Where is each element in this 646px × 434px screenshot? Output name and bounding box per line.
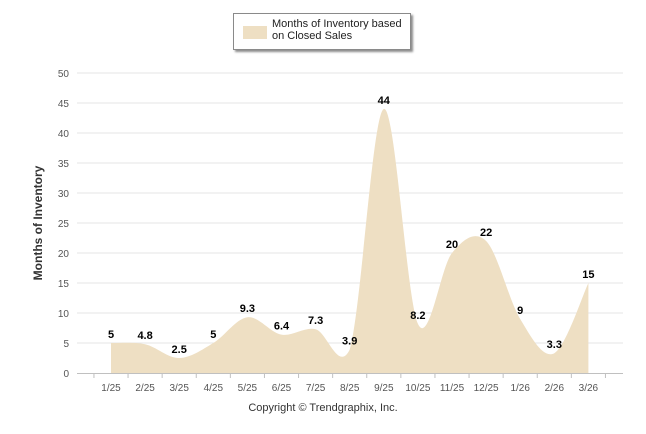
- legend-swatch: [243, 26, 267, 39]
- axes: [77, 373, 623, 378]
- x-tick-label: 3/26: [579, 383, 599, 394]
- data-label: 9.3: [240, 303, 255, 315]
- x-tick-label: 9/25: [374, 383, 394, 394]
- y-tick-label: 5: [63, 339, 69, 350]
- data-label: 7.3: [308, 315, 323, 327]
- y-tick-label: 50: [58, 69, 70, 80]
- copyright-text: Copyright © Trendgraphix, Inc.: [248, 402, 398, 414]
- data-label: 5: [210, 329, 216, 341]
- data-label: 22: [480, 227, 492, 239]
- x-tick-label: 3/25: [169, 383, 189, 394]
- data-label: 5: [108, 329, 114, 341]
- data-label: 44: [378, 95, 391, 107]
- data-label: 2.5: [172, 344, 187, 356]
- x-tick-label: 2/26: [545, 383, 565, 394]
- data-label: 3.9: [342, 336, 357, 348]
- legend[interactable]: Months of Inventory based on Closed Sale…: [233, 13, 411, 50]
- x-tick-label: 6/25: [272, 383, 292, 394]
- x-tick-label: 10/25: [405, 383, 430, 394]
- data-label: 15: [582, 269, 594, 281]
- y-tick-label: 10: [58, 309, 70, 320]
- y-tick-label: 35: [58, 159, 70, 170]
- x-tick-labels: 1/25 2/25 3/25 4/25 5/25 6/25 7/25 8/25 9/25 10/2…: [101, 383, 598, 394]
- y-tick-label: 45: [58, 99, 70, 110]
- data-label: 6.4: [274, 321, 290, 333]
- y-tick-labels: 0 5 10 15 20 25 30 35 40 45 50: [58, 69, 70, 380]
- y-tick-label: 25: [58, 219, 70, 230]
- data-labels: 5 4.8 2.5 5 9.3 6.4 7.3 3.9 44 8.2 20 22 9 3.3 15: [108, 95, 595, 356]
- y-tick-label: 15: [58, 279, 70, 290]
- data-label: 9: [517, 305, 523, 317]
- grid-lines: [77, 72, 623, 344]
- data-label: 20: [446, 239, 458, 251]
- y-tick-label: 20: [58, 249, 70, 260]
- x-tick-label: 1/25: [101, 383, 121, 394]
- area-fill: [111, 108, 589, 373]
- data-label: 3.3: [547, 339, 562, 351]
- y-tick-label: 30: [58, 189, 70, 200]
- x-tick-label: 8/25: [340, 383, 360, 394]
- x-tick-label: 11/25: [440, 383, 465, 394]
- x-tick-label: 1/26: [510, 383, 530, 394]
- area-series: [111, 108, 589, 373]
- x-tick-label: 2/25: [135, 383, 155, 394]
- x-tick-label: 12/25: [474, 383, 499, 394]
- data-label: 4.8: [137, 330, 152, 342]
- x-tick-label: 7/25: [306, 383, 326, 394]
- y-tick-label: 40: [58, 129, 70, 140]
- y-axis-label: Months of Inventory: [31, 165, 45, 281]
- y-tick-label: 0: [63, 369, 69, 380]
- legend-label: Months of Inventory based on Closed Sale…: [272, 18, 402, 42]
- data-label: 8.2: [410, 310, 425, 322]
- x-tick-label: 4/25: [204, 383, 224, 394]
- x-tick-label: 5/25: [238, 383, 258, 394]
